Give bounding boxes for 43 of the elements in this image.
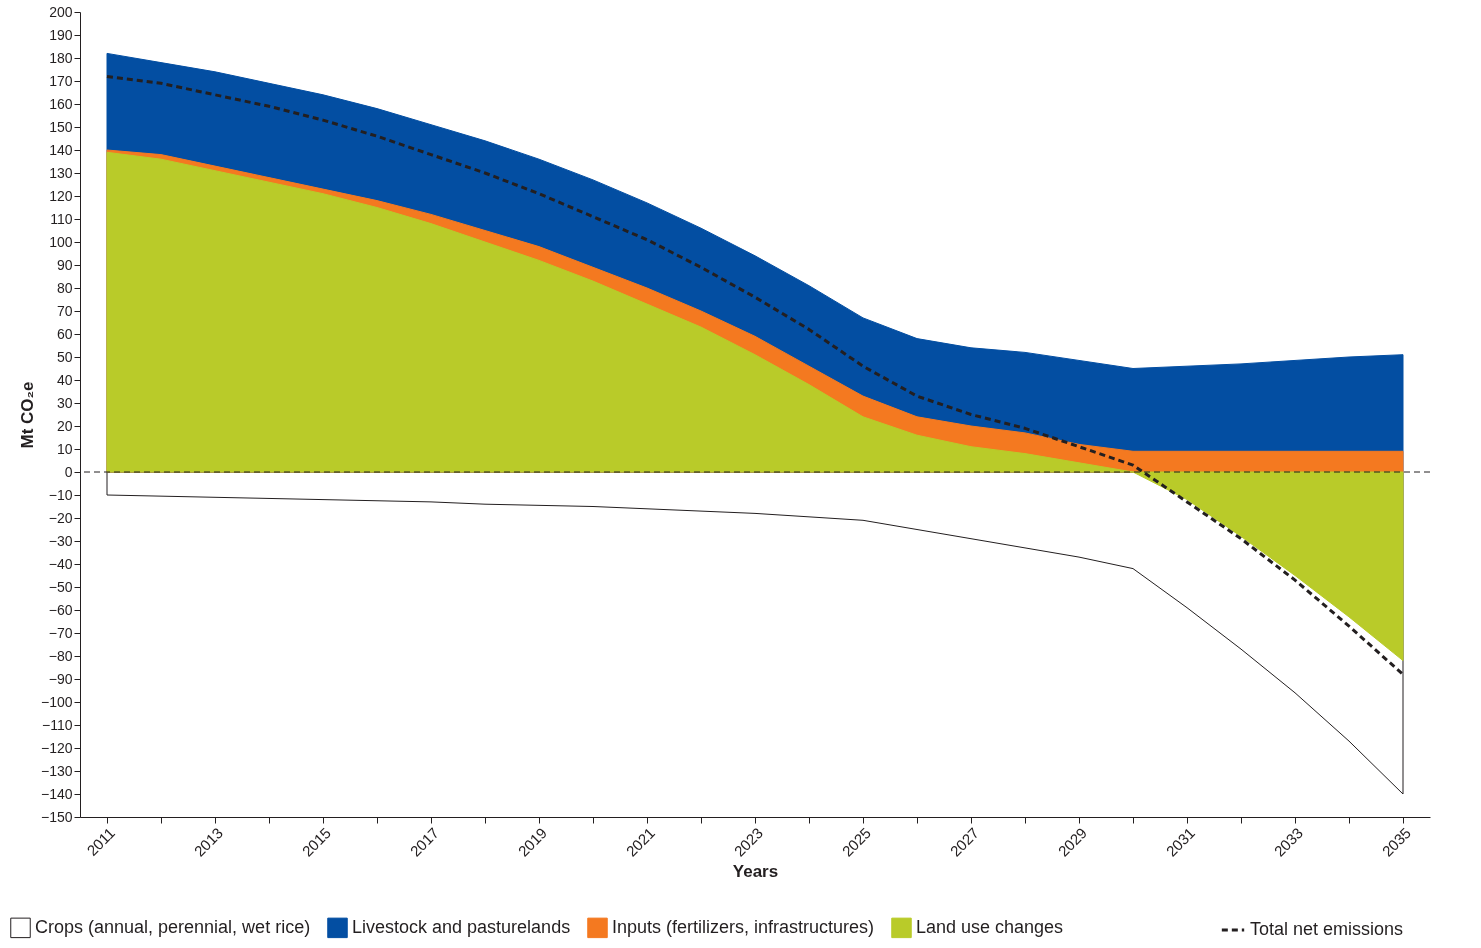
y-tick-label: 100 (49, 233, 73, 250)
y-tick-label: −110 (42, 716, 73, 733)
y-tick-label: 150 (49, 118, 73, 135)
y-tick-label: 180 (49, 49, 73, 66)
y-tick-label: 30 (56, 394, 73, 411)
y-tick-label: 160 (49, 95, 73, 112)
y-tick-label: 40 (56, 371, 73, 388)
y-tick-label: 110 (50, 210, 73, 227)
y-tick-label: −30 (48, 532, 73, 549)
y-tick-label: 190 (49, 26, 73, 43)
y-tick-label: −80 (48, 647, 73, 664)
y-tick-label: 70 (56, 302, 73, 319)
y-tick-label: −100 (40, 693, 73, 710)
y-tick-label: 120 (49, 187, 73, 204)
y-tick-label: 60 (56, 325, 73, 342)
y-tick-label: −60 (48, 601, 73, 618)
y-tick-label: 170 (49, 72, 73, 89)
y-tick-label: 130 (49, 164, 73, 181)
legend-label: Livestock and pasturelands (352, 916, 571, 937)
y-tick-label: −140 (40, 785, 73, 802)
y-tick-label: −150 (40, 808, 73, 825)
legend-label: Land use changes (916, 916, 1064, 937)
y-tick-label: 0 (64, 463, 73, 480)
y-tick-label: 10 (56, 440, 73, 457)
legend-label: Inputs (fertilizers, infrastructures) (612, 916, 875, 937)
y-tick-label: −40 (48, 555, 73, 572)
y-tick-label: 90 (56, 256, 73, 273)
y-tick-label: 50 (56, 348, 73, 365)
y-tick-label: 200 (49, 3, 73, 20)
x-axis-title: Years (732, 861, 779, 881)
y-tick-label: −90 (48, 670, 73, 687)
legend-label: Total net emissions (1250, 919, 1404, 939)
y-tick-label: 80 (56, 279, 73, 296)
y-tick-label: −20 (48, 509, 73, 526)
y-tick-label: −70 (48, 624, 73, 641)
y-tick-label: 20 (56, 417, 73, 434)
legend-label: Crops (annual, perennial, wet rice) (35, 916, 311, 937)
y-tick-label: −130 (40, 762, 73, 779)
y-tick-label: −120 (40, 739, 73, 756)
y-tick-label: 140 (49, 141, 73, 158)
y-tick-label: −50 (48, 578, 73, 595)
y-axis-title: Mt CO₂e (17, 381, 37, 449)
y-tick-label: −10 (48, 486, 73, 503)
